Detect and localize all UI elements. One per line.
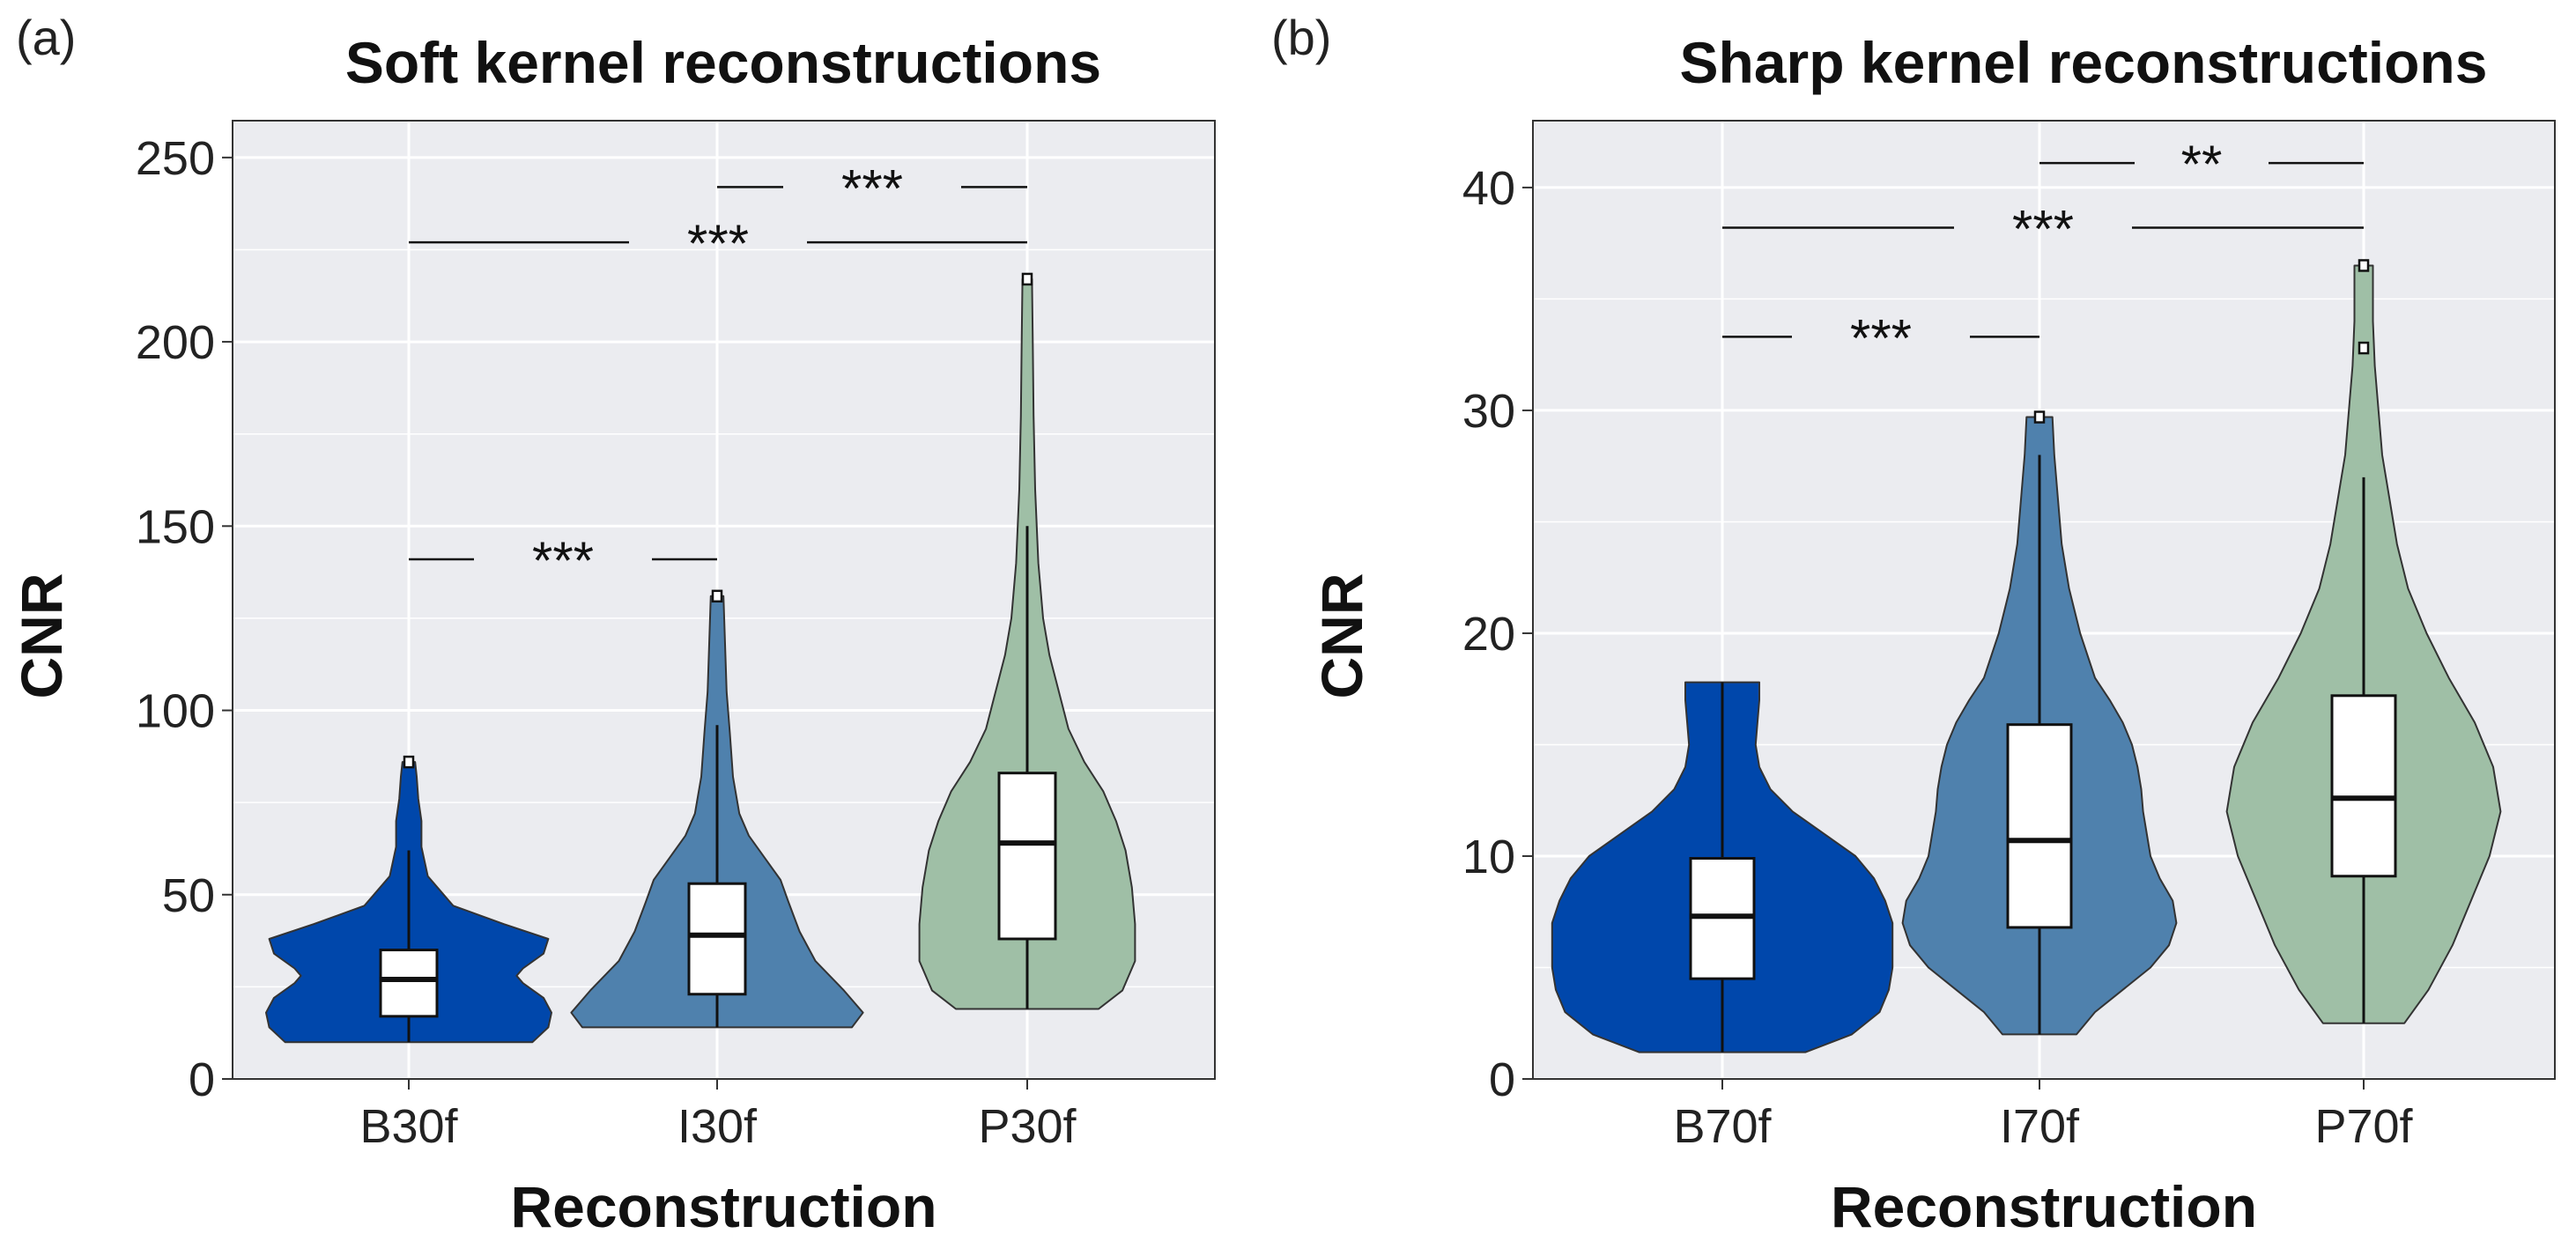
outlier-P70f xyxy=(2358,341,2370,355)
y-tick-label: 100 xyxy=(136,685,215,738)
box-I70f xyxy=(2006,723,2073,929)
y-tick-label: 40 xyxy=(1462,162,1515,215)
panel-a: 0 50 100 150 200 250 B30f I30f P30f *** *** *** (a) S… xyxy=(9,10,1216,1239)
significance-label: *** xyxy=(687,214,749,273)
significance-label: *** xyxy=(841,159,903,218)
y-tick-label: 200 xyxy=(136,316,215,369)
box-I30f xyxy=(687,882,747,996)
significance-label: ** xyxy=(2181,135,2223,194)
y-tick-label: 0 xyxy=(1489,1053,1515,1106)
panel-label: (a) xyxy=(16,10,76,65)
outlier-P30f xyxy=(1021,272,1033,286)
outlier-P70f xyxy=(2358,259,2370,272)
box-P30f xyxy=(997,772,1057,941)
y-axis-title: CNR xyxy=(9,573,74,699)
outlier-B30f xyxy=(403,755,415,769)
outlier-I30f xyxy=(711,589,723,603)
outlier-I70f xyxy=(2033,410,2046,424)
chart-title: Soft kernel reconstructions xyxy=(345,30,1101,95)
y-tick-label: 30 xyxy=(1462,385,1515,438)
x-axis-title: Reconstruction xyxy=(510,1174,936,1239)
y-tick-label: 0 xyxy=(189,1053,215,1106)
x-axis-title: Reconstruction xyxy=(1831,1174,2257,1239)
y-tick-label: 10 xyxy=(1462,831,1515,883)
y-tick-label: 250 xyxy=(136,132,215,185)
box-B30f xyxy=(379,949,439,1018)
x-tick-label-P30f: P30f xyxy=(978,1100,1077,1153)
x-tick-label-I30f: I30f xyxy=(677,1100,758,1153)
significance-label: *** xyxy=(2012,199,2074,258)
y-tick-label: 150 xyxy=(136,500,215,553)
plot-frame xyxy=(1532,120,2556,1080)
y-axis-title: CNR xyxy=(1309,573,1374,699)
y-tick-label: 50 xyxy=(162,869,215,922)
x-tick-label-B70f: B70f xyxy=(1673,1100,1772,1153)
significance-label: *** xyxy=(1850,308,1912,367)
significance-label: *** xyxy=(532,531,594,590)
panel-label: (b) xyxy=(1271,10,1331,65)
plot-frame xyxy=(232,120,1216,1080)
y-tick-label: 20 xyxy=(1462,608,1515,661)
x-tick-label-P70f: P70f xyxy=(2314,1100,2413,1153)
x-tick-label-I70f: I70f xyxy=(2000,1100,2080,1153)
chart-title: Sharp kernel reconstructions xyxy=(1680,30,2488,95)
x-tick-label-B30f: B30f xyxy=(359,1100,458,1153)
box-P70f xyxy=(2330,694,2397,878)
